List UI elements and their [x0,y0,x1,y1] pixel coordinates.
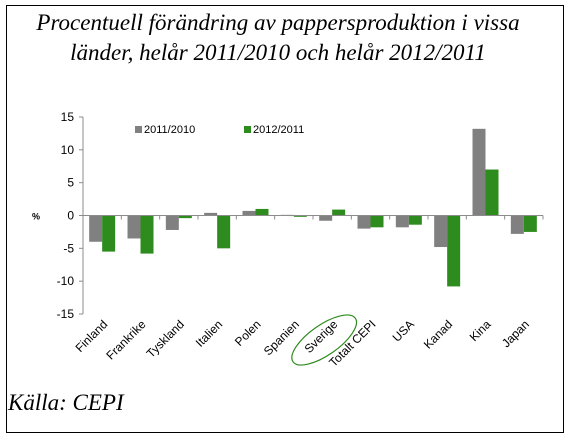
x-tick-label: Japan [499,317,532,350]
bar-2012-2011-spanien [293,215,307,217]
legend-swatch-2012-2011 [244,126,251,133]
legend-label-2011-2010: 2011/2010 [144,124,195,136]
bar-2011-2010-kina [472,128,486,216]
y-tick-label: -5 [63,241,74,255]
bar-2012-2011-italien [217,215,231,249]
x-tick-label: Finland [73,317,111,355]
bar-2011-2010-tyskland [165,215,179,230]
y-tick-label: -15 [57,307,75,321]
bar-2011-2010-finland [89,215,103,242]
bar-2011-2010-japan [510,215,524,234]
bar-2012-2011-tyskland [178,215,192,219]
y-tick-label: -10 [57,274,75,288]
x-tick-label: Kina [467,317,494,344]
legend-swatch-2011-2010 [135,126,142,133]
legend-label-2012-2011: 2012/2011 [253,124,304,136]
bar-2011-2010-sverige [319,215,333,221]
bar-2011-2010-kanad [434,215,448,248]
x-tick-label: Italien [193,317,226,350]
bar-2012-2011-kanad [447,215,461,287]
bar-2011-2010-italien [204,212,218,216]
bar-2012-2011-japan [523,215,537,232]
bar-2012-2011-sverige [332,209,346,216]
x-tick-label: Polen [232,317,264,349]
bar-2011-2010-usa [395,215,409,228]
y-axis-label: % [32,212,40,222]
x-tick-label: Spanien [261,317,302,358]
y-tick-label: 15 [61,110,75,124]
bar-2012-2011-finland [102,215,116,252]
bar-2011-2010-polen [242,210,256,216]
bar-2012-2011-totalt-cepi [370,215,384,228]
x-tick-label: USA [390,317,417,344]
bar-2012-2011-usa [408,215,422,225]
highlight-ellipse [291,314,358,366]
bar-2012-2011-frankrike [140,215,154,254]
y-tick-label: 0 [67,209,74,223]
bar-2011-2010-totalt-cepi [357,215,371,229]
bar-2012-2011-polen [255,208,269,216]
bar-2011-2010-frankrike [127,215,141,239]
x-tick-label: Kanad [421,317,455,351]
chart-source: Källa: CEPI [8,390,124,415]
x-tick-label: Tyskland [144,317,187,360]
x-tick-label: Frankrike [103,317,148,362]
chart-title: Procentuell förändring av pappersprodukt… [36,10,520,65]
y-tick-label: 10 [61,143,75,157]
bar-2012-2011-kina [485,169,499,216]
y-tick-label: 5 [67,176,74,190]
